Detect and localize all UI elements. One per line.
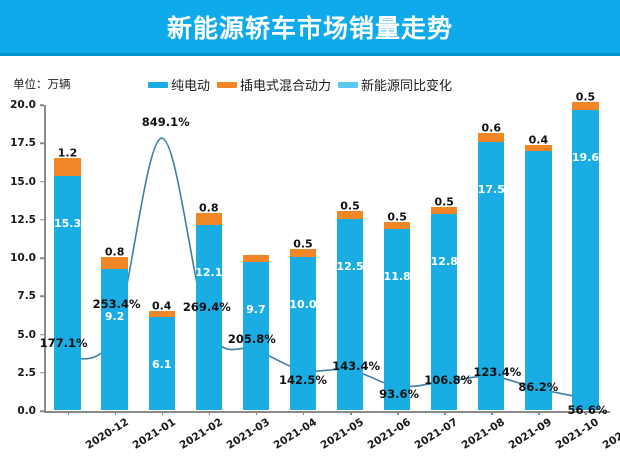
- x-axis-tick-label: 2021-05: [318, 416, 366, 452]
- bar-segment-phev[interactable]: [336, 211, 364, 219]
- bar-segment-bev[interactable]: [195, 224, 222, 410]
- bar-column[interactable]: [289, 104, 317, 410]
- bar-segment-phev[interactable]: [289, 249, 317, 257]
- y-axis-tick-label: 5.0: [17, 328, 36, 341]
- x-axis-tick-mark: [491, 411, 493, 415]
- legend-label: 纯电动: [171, 79, 211, 94]
- bar-column[interactable]: [101, 104, 128, 410]
- x-axis-tick-label: 2021-01: [130, 416, 178, 452]
- legend-item-bev[interactable]: 纯电动: [148, 75, 210, 94]
- bar-segment-phev[interactable]: [242, 255, 270, 262]
- bar-column[interactable]: [336, 104, 364, 410]
- bar-segment-phev[interactable]: [195, 212, 222, 225]
- bar-segment-bev[interactable]: [54, 175, 81, 410]
- y-axis-tick-label: 2.5: [17, 366, 36, 379]
- y-axis-tick-mark: [40, 410, 44, 412]
- bar-segment-bev[interactable]: [289, 257, 317, 410]
- x-axis-tick-label: 2021-08: [459, 416, 508, 452]
- bar-segment-phev[interactable]: [525, 145, 552, 152]
- x-axis-tick-mark: [350, 411, 352, 415]
- legend-item-phev[interactable]: 插电式混合动力: [217, 75, 331, 94]
- bar-column[interactable]: [431, 104, 458, 410]
- y-axis-tick-label: 7.5: [17, 290, 36, 303]
- bar-segment-phev[interactable]: [431, 206, 458, 215]
- bar-column[interactable]: [572, 102, 599, 410]
- bar-segment-phev[interactable]: [54, 157, 81, 176]
- y-axis-line: [44, 105, 46, 412]
- y-axis-tick-label: 12.5: [10, 213, 36, 226]
- bar-column[interactable]: [195, 104, 222, 410]
- bar-column[interactable]: [148, 104, 175, 410]
- bar-segment-bev[interactable]: [572, 110, 599, 410]
- x-axis-tick-label: 2021-09: [506, 416, 555, 452]
- x-axis-tick-mark: [114, 411, 117, 415]
- x-axis-tick-label: 2021-06: [365, 416, 413, 452]
- y-axis-tick-mark: [40, 295, 44, 297]
- y-axis-tick-mark: [40, 372, 44, 374]
- legend-swatch-icon: [217, 81, 238, 88]
- y-axis-tick-mark: [40, 219, 44, 221]
- x-axis-tick-mark: [161, 411, 164, 415]
- bar-segment-phev[interactable]: [383, 221, 411, 230]
- y-axis-tick-label: 20.0: [10, 99, 36, 111]
- y-axis-tick-mark: [40, 104, 44, 106]
- x-axis-tick-label: 2021-03: [224, 416, 272, 452]
- bar-segment-bev[interactable]: [242, 261, 270, 410]
- y-axis-tick-label: 15.0: [10, 175, 36, 188]
- x-axis-tick-mark: [67, 411, 70, 415]
- header-band: [0, 0, 620, 56]
- unit-label: 单位：万辆: [13, 77, 71, 91]
- chart-legend: 纯电动 插电式混合动力 新能源同比变化: [148, 75, 459, 94]
- bar-column[interactable]: [525, 104, 552, 410]
- x-axis-tick-mark: [444, 411, 446, 415]
- x-axis-tick-mark: [538, 411, 540, 415]
- x-axis-tick-label: 2021-10: [554, 416, 602, 452]
- bar-segment-bev[interactable]: [525, 151, 552, 410]
- x-axis-tick-mark: [397, 411, 399, 415]
- x-axis-tick-label: 2021-02: [177, 416, 225, 452]
- bar-segment-phev[interactable]: [572, 102, 599, 111]
- bar-column[interactable]: [54, 104, 81, 410]
- bar-segment-phev[interactable]: [148, 310, 175, 317]
- legend-item-yoy[interactable]: 新能源同比变化: [338, 75, 452, 94]
- bar-segment-phev[interactable]: [101, 257, 128, 270]
- y-axis-tick-mark: [40, 257, 44, 259]
- y-axis-tick-mark: [40, 142, 44, 144]
- bar-column[interactable]: [383, 104, 411, 410]
- y-axis-tick-label: 0.0: [17, 405, 36, 417]
- legend-swatch-icon: [148, 81, 168, 88]
- x-axis-tick-mark: [585, 411, 587, 415]
- bar-segment-bev[interactable]: [478, 142, 505, 410]
- x-axis-tick-label: 2021-07: [412, 416, 460, 452]
- x-axis-line: [44, 411, 610, 413]
- legend-label: 插电式混合动力: [240, 79, 332, 94]
- bar-column[interactable]: [242, 104, 270, 410]
- y-axis-tick-mark: [40, 333, 44, 336]
- bar-segment-bev[interactable]: [101, 269, 128, 410]
- legend-swatch-icon: [338, 81, 359, 88]
- plot-area: 15.3 1.2 9.2 0.8 6.1 0.4 12.1 0.8 9.7 10.0 0.5 12.5…: [40, 91, 609, 417]
- x-axis-tick-label: 2021-11: [601, 416, 620, 452]
- bar-segment-bev[interactable]: [383, 229, 411, 410]
- bar-segment-bev[interactable]: [336, 218, 364, 410]
- x-axis-tick-mark: [208, 411, 211, 415]
- bar-segment-phev[interactable]: [478, 133, 505, 143]
- x-axis-tick-label: 2021-04: [271, 416, 319, 452]
- bar-segment-bev[interactable]: [148, 316, 175, 410]
- bar-column[interactable]: [478, 104, 505, 410]
- x-axis-tick-mark: [255, 411, 258, 415]
- bar-segment-bev[interactable]: [431, 214, 458, 410]
- y-axis-tick-label: 10.0: [10, 252, 36, 264]
- y-axis-tick-mark: [40, 180, 44, 183]
- page-title: 新能源轿车市场销量走势: [166, 13, 453, 43]
- x-axis-tick-label: 2020-12: [83, 416, 131, 452]
- y-axis-tick-label: 17.5: [10, 137, 36, 150]
- x-axis-tick-mark: [302, 411, 305, 415]
- legend-label: 新能源同比变化: [361, 79, 453, 94]
- yoy-line-path: [66, 137, 587, 400]
